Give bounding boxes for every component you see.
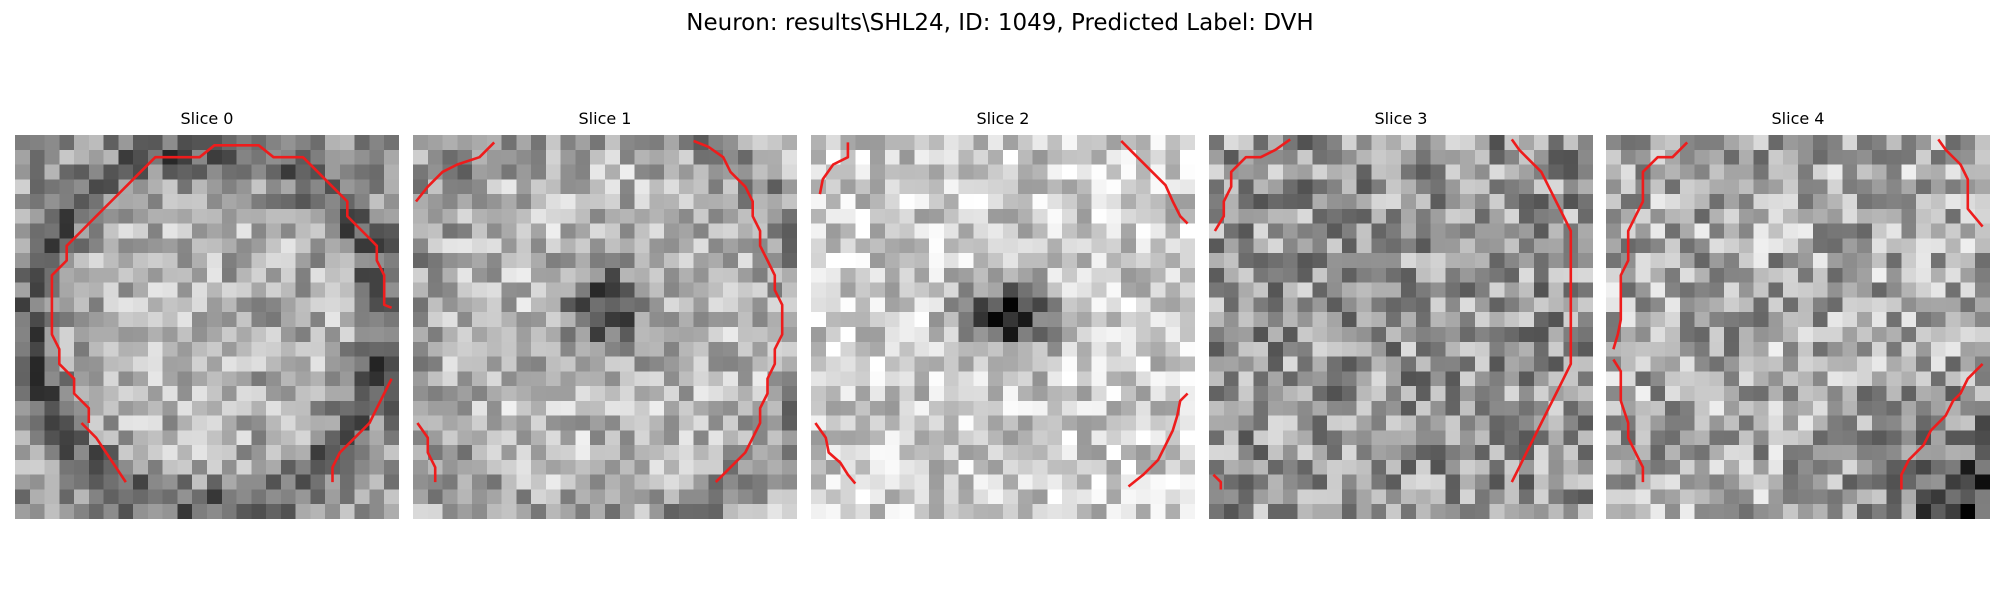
pixel-grid (1606, 135, 1990, 519)
slice-title-3: Slice 3 (1374, 109, 1428, 128)
contour-line (331, 378, 393, 483)
slice-panel-0: Slice 0 (15, 108, 399, 520)
slice-image-4 (1606, 135, 1990, 519)
slice-panel-1: Slice 1 (413, 108, 797, 520)
contour-line (814, 422, 857, 485)
slice-panel-3: Slice 3 (1209, 108, 1593, 520)
contour-line (1212, 473, 1223, 490)
contour-line (1612, 358, 1645, 483)
slice-image-3 (1209, 135, 1593, 519)
contour-line (1213, 138, 1291, 232)
contour-line (1127, 392, 1189, 488)
contour-line (693, 139, 784, 484)
pixel-grid (811, 135, 1195, 519)
contour-line (1510, 138, 1573, 483)
contour-line (50, 144, 393, 423)
slice-image-0 (15, 135, 399, 519)
slice-panel-2: Slice 2 (811, 108, 1195, 520)
contour-line (416, 422, 437, 483)
slice-image-2 (811, 135, 1195, 519)
slice-title-0: Slice 0 (180, 109, 234, 128)
slice-title-4: Slice 4 (1771, 109, 1825, 128)
contour-line (1900, 362, 1984, 490)
pixel-grid (1209, 135, 1593, 519)
contour-line (1120, 139, 1189, 225)
contour-line (1612, 141, 1689, 350)
slice-image-1 (413, 135, 797, 519)
slice-title-2: Slice 2 (976, 109, 1030, 128)
contour-line (414, 141, 496, 203)
contour-line (818, 142, 850, 195)
pixel-grid (413, 135, 797, 519)
figure-title: Neuron: results\SHL24, ID: 1049, Predict… (686, 10, 1314, 36)
slice-title-1: Slice 1 (578, 109, 632, 128)
contour-line (1937, 138, 1984, 228)
pixel-grid (15, 135, 399, 519)
contour-line (80, 422, 127, 483)
slice-panel-4: Slice 4 (1606, 108, 1990, 520)
